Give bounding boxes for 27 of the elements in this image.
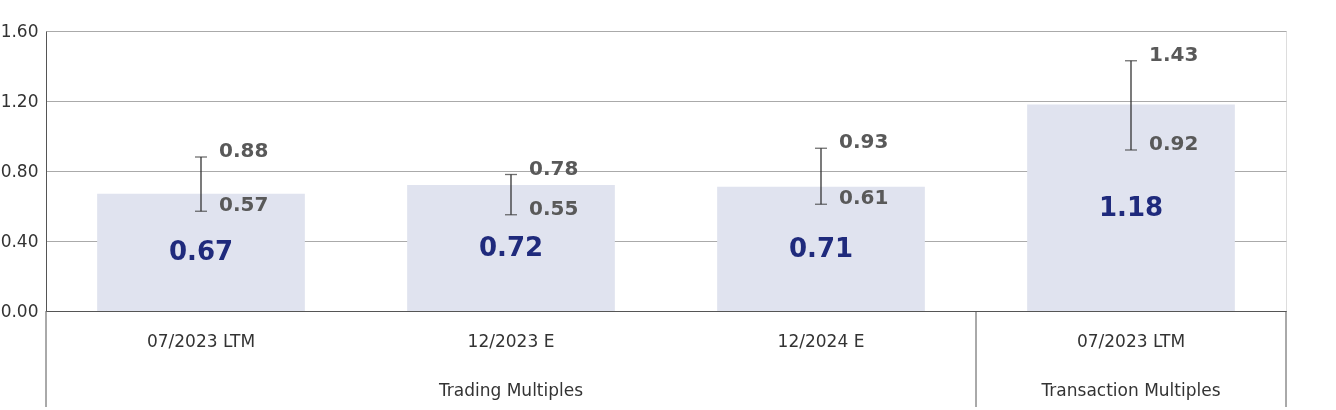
data-label: 1.18 [1098,191,1164,222]
data-label: 0.71 [788,232,854,263]
annotation: 0.57 [219,192,269,217]
annotation: 0.61 [839,185,889,210]
annotation: 1.43 [1149,41,1199,66]
x-tick-label: 12/2023 E [467,330,555,351]
bar [717,186,925,311]
y-tick-label: 1.20 [0,90,39,111]
annotation: 0.78 [529,155,579,180]
bar [407,185,615,311]
y-tick-label: 0.00 [0,300,39,321]
bar [97,193,305,311]
y-tick-label: 0.40 [0,230,39,251]
annotation: 0.92 [1149,131,1199,155]
data-label: 0.72 [478,232,544,262]
annotation: 0.93 [839,129,889,154]
data-label: 0.67 [168,236,234,267]
y-tick-label: 1.60 [0,20,39,41]
y-tick-label: 0.80 [0,160,39,181]
text: Trading Multiples [437,380,584,400]
x-tick-label: 12/2024 E [777,330,865,351]
x-tick-label: 07/2023 LTM [1076,330,1186,351]
text: Transaction Multiples [1040,380,1221,400]
bar [1027,104,1235,311]
annotation: 0.88 [219,138,269,162]
x-tick-label: 07/2023 LTM [146,330,256,351]
annotation: 0.55 [529,195,579,220]
